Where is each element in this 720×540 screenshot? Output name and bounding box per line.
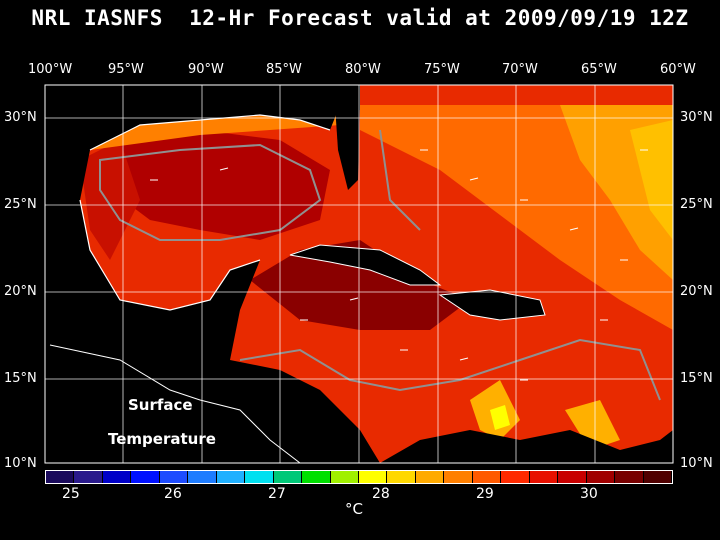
colorbar-swatch bbox=[558, 471, 587, 483]
colorbar-swatch bbox=[472, 471, 502, 483]
lat-label-left: 10°N bbox=[4, 456, 37, 471]
lat-label-left: 15°N bbox=[4, 371, 37, 386]
inset-label-temperature: Temperature bbox=[108, 430, 216, 448]
colorbar-swatch bbox=[188, 471, 217, 483]
lon-label: 80°W bbox=[345, 62, 381, 77]
lat-label-right: 25°N bbox=[680, 197, 713, 212]
colorbar-swatch bbox=[387, 471, 416, 483]
inset-label-surface: Surface bbox=[128, 396, 193, 414]
colorbar-tick: 26 bbox=[164, 486, 182, 502]
lon-label: 65°W bbox=[581, 62, 617, 77]
colorbar-swatch bbox=[245, 471, 274, 483]
florida-land bbox=[335, 105, 360, 190]
colorbar-swatch bbox=[415, 471, 445, 483]
colorbar-swatch bbox=[46, 471, 75, 483]
lat-label-right: 10°N bbox=[680, 456, 713, 471]
colorbar-swatch bbox=[74, 471, 103, 483]
colorbar-tick: 25 bbox=[62, 486, 80, 502]
colorbar-unit: °C bbox=[345, 500, 363, 518]
lat-label-left: 30°N bbox=[4, 110, 37, 125]
colorbar-swatch bbox=[615, 471, 644, 483]
map-title: NRL IASNFS 12-Hr Forecast valid at 2009/… bbox=[31, 6, 689, 30]
lon-label: 90°W bbox=[188, 62, 224, 77]
cuba-land bbox=[290, 245, 440, 285]
colorbar-swatch bbox=[159, 471, 189, 483]
colorbar-swatch bbox=[643, 471, 672, 483]
lon-label: 95°W bbox=[108, 62, 144, 77]
lon-label: 85°W bbox=[266, 62, 302, 77]
lon-label: 70°W bbox=[502, 62, 538, 77]
colorbar-swatch bbox=[273, 471, 303, 483]
colorbar-swatch bbox=[586, 471, 616, 483]
colorbar-swatch bbox=[131, 471, 160, 483]
north-america-land bbox=[45, 85, 380, 463]
colorbar-tick: 27 bbox=[268, 486, 286, 502]
colorbar-swatch bbox=[444, 471, 473, 483]
current-vectors bbox=[150, 149, 648, 381]
lon-label: 75°W bbox=[424, 62, 460, 77]
lat-label-right: 20°N bbox=[680, 284, 713, 299]
lat-label-left: 20°N bbox=[4, 284, 37, 299]
colorbar-tick: 28 bbox=[372, 486, 390, 502]
colorbar bbox=[45, 470, 673, 484]
caribbean-dark-region bbox=[250, 240, 470, 330]
colorbar-swatch bbox=[216, 471, 246, 483]
lon-label: 100°W bbox=[28, 62, 73, 77]
colorbar-swatch bbox=[102, 471, 132, 483]
graticule bbox=[45, 85, 673, 463]
colorbar-swatch bbox=[501, 471, 530, 483]
colorbar-swatch bbox=[529, 471, 559, 483]
colorbar-swatch bbox=[358, 471, 388, 483]
lat-label-left: 25°N bbox=[4, 197, 37, 212]
lat-label-right: 30°N bbox=[680, 110, 713, 125]
colorbar-tick: 30 bbox=[580, 486, 598, 502]
lon-label: 60°W bbox=[660, 62, 696, 77]
colorbar-swatch bbox=[330, 471, 359, 483]
colorbar-tick: 29 bbox=[476, 486, 494, 502]
south-america-land bbox=[380, 430, 673, 463]
colorbar-swatch bbox=[302, 471, 331, 483]
lat-label-right: 15°N bbox=[680, 371, 713, 386]
